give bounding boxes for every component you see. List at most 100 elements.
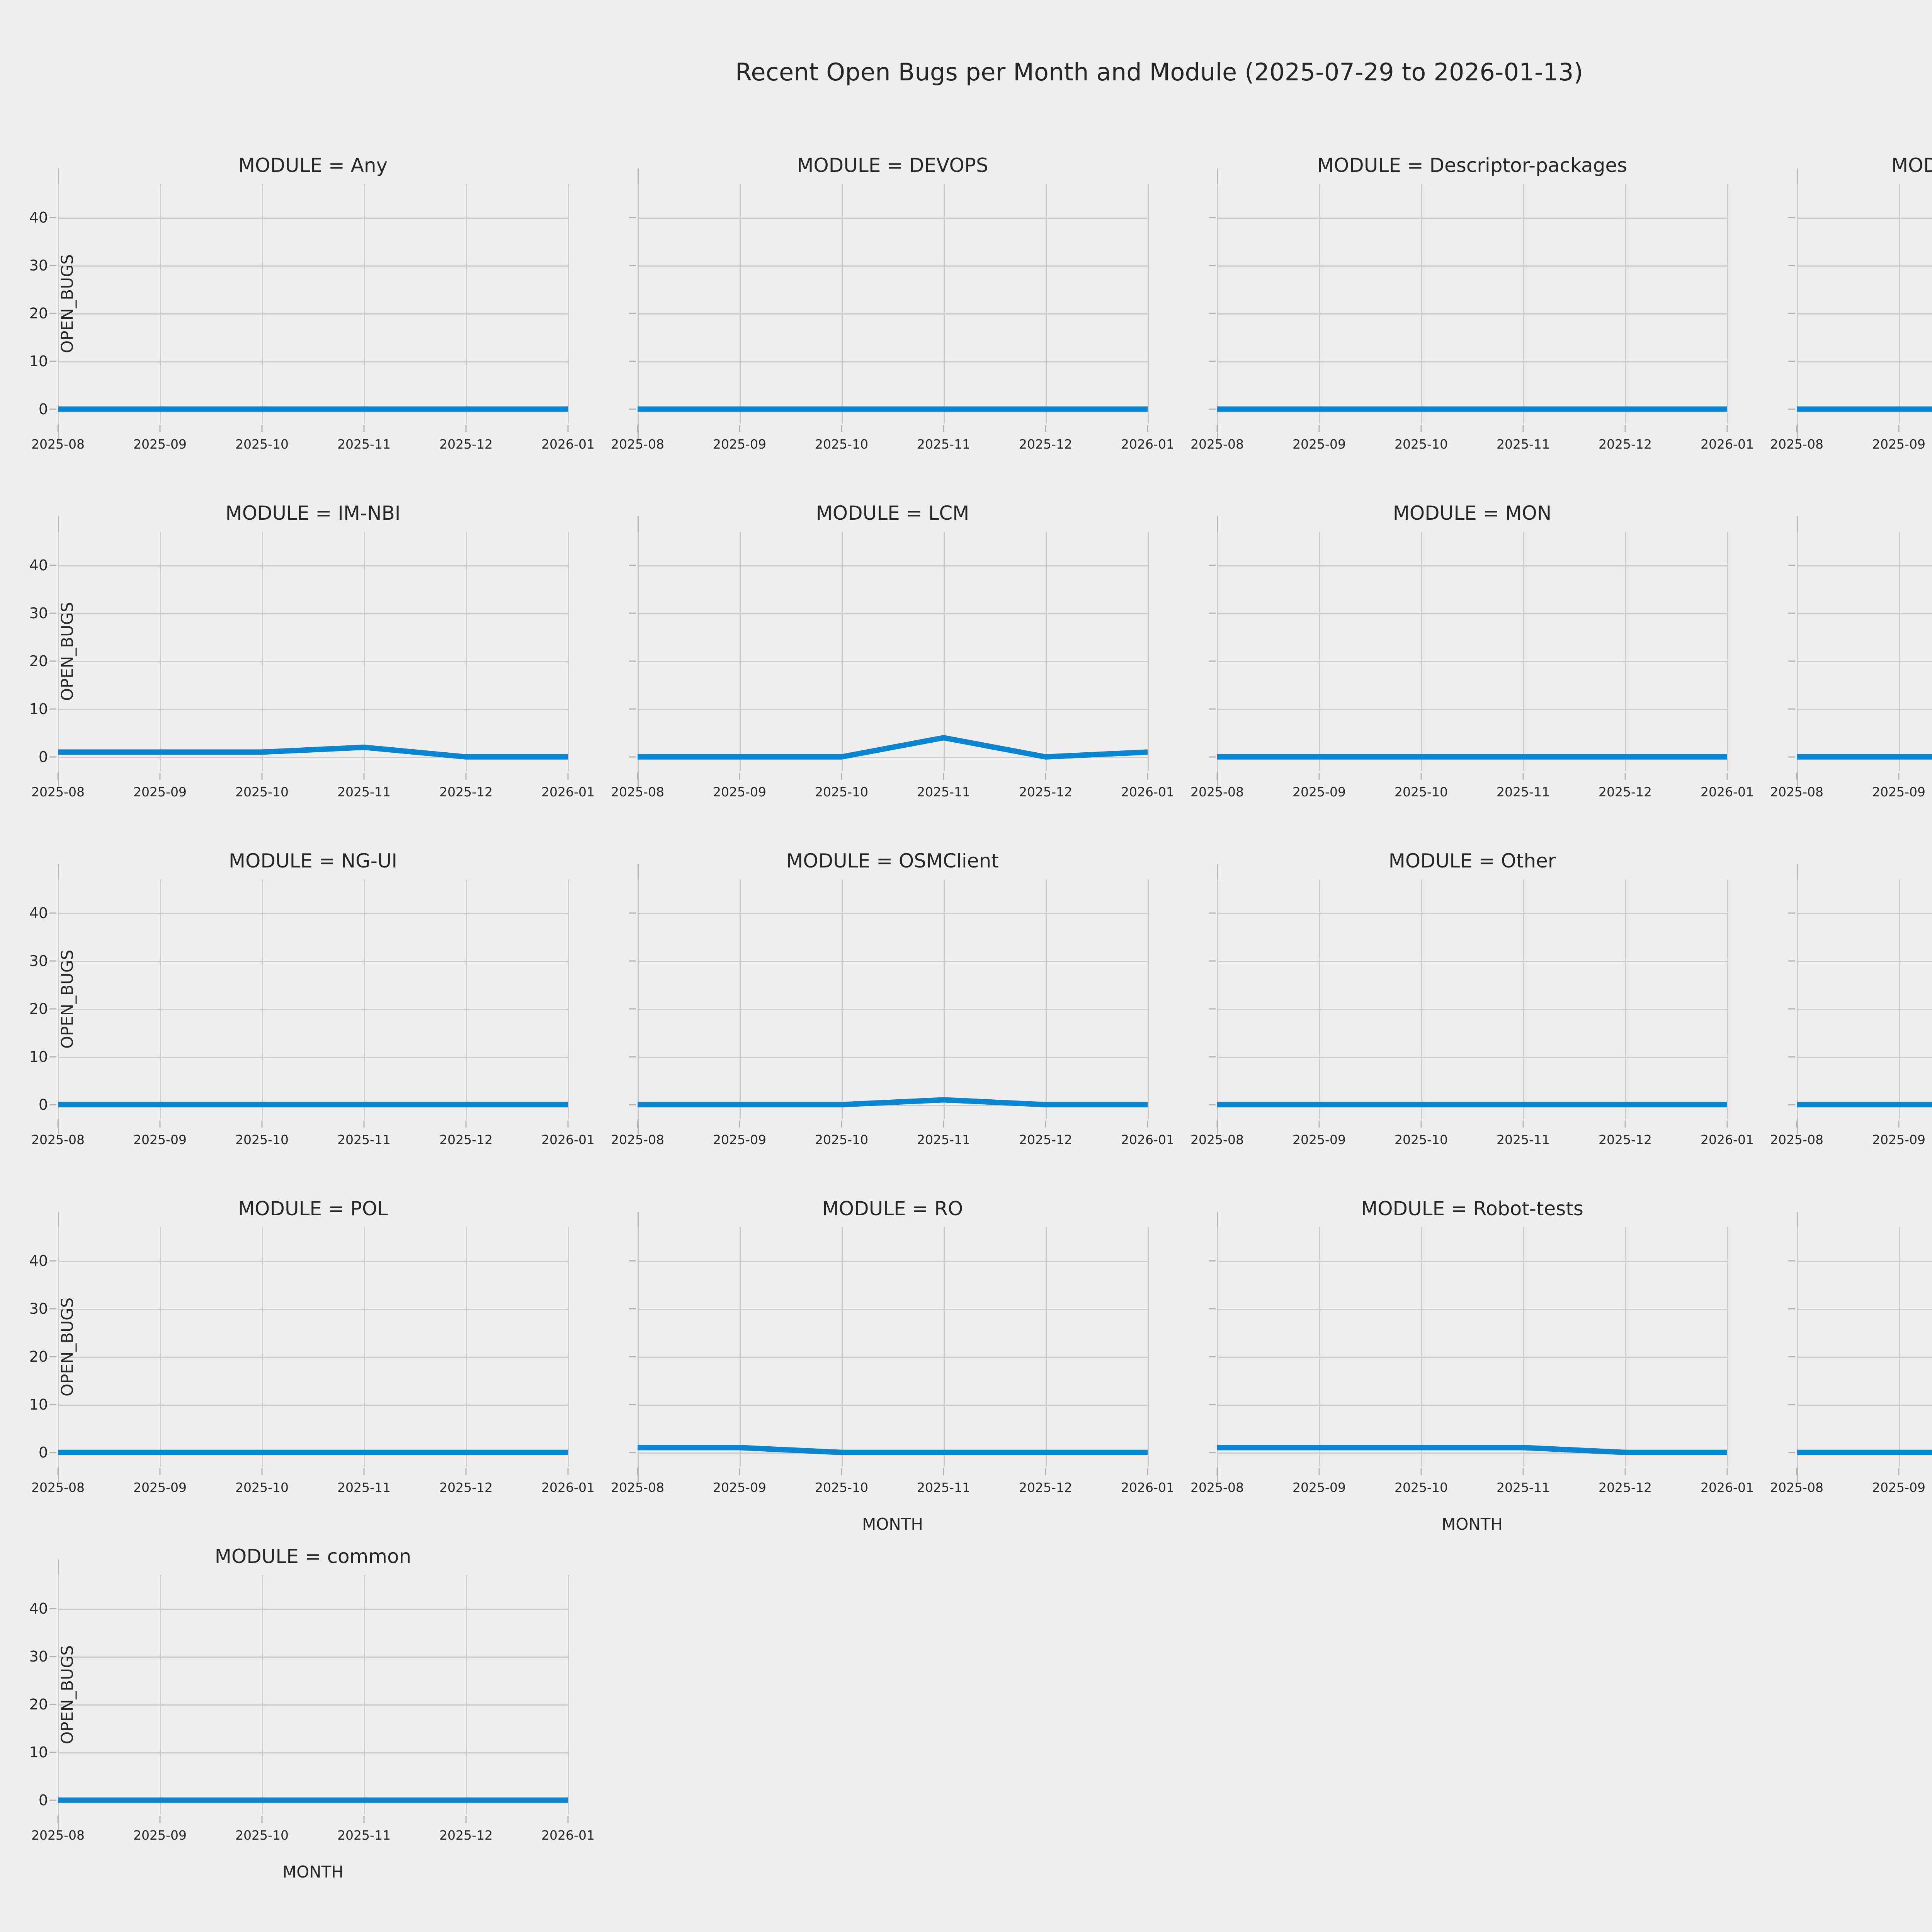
x-tick-mark (1420, 1468, 1422, 1475)
subplot-common: MODULE = common 0 10 20 30 40 2025-08 2025-09 20… (0, 1538, 595, 1886)
gridline-vertical (1217, 184, 1218, 423)
x-tick-mark (637, 425, 638, 432)
y-tick-mark (1209, 1056, 1216, 1058)
y-tick-mark (49, 708, 56, 710)
gridline-vertical (58, 184, 59, 423)
gridline-horizontal (58, 265, 568, 267)
gridline-vertical (1217, 532, 1218, 771)
x-tick-label: 2025-08 (1190, 1132, 1244, 1147)
x-tick-mark (1318, 425, 1320, 432)
gridline-vertical (740, 184, 741, 423)
x-tick-label: 2026-01 (1701, 437, 1754, 452)
gridline-horizontal (1797, 1404, 1932, 1406)
gridline-vertical (58, 1575, 59, 1815)
y-axis-label: OPEN_BUGS (58, 1297, 77, 1397)
x-tick-mark (841, 773, 842, 780)
x-tick-label: 2025-11 (917, 437, 970, 452)
x-tick-label: 2025-08 (611, 1132, 664, 1147)
x-tick-label: 2026-01 (1121, 1132, 1174, 1147)
gridline-horizontal (1797, 961, 1932, 962)
x-tick-mark (943, 1121, 944, 1128)
data-polyline (638, 1097, 1148, 1107)
x-tick-mark (841, 425, 842, 432)
series-line-descriptor-packages (1217, 406, 1727, 412)
gridline-vertical (466, 879, 467, 1119)
gridline-vertical (1899, 184, 1900, 423)
plot-area-lcm: 2025-08 2025-09 2025-10 2025-11 2025-12 2026-… (611, 516, 1174, 799)
x-tick-label: 2025-10 (1395, 1480, 1448, 1495)
gridline-horizontal (638, 961, 1148, 962)
y-tick-mark (629, 1260, 636, 1262)
x-tick-label: 2025-11 (1497, 1480, 1550, 1495)
y-tick-label: 0 (38, 1791, 48, 1809)
x-tick-mark (1318, 1121, 1320, 1128)
y-tick-mark (629, 1008, 636, 1010)
subplot-row: MODULE = NG-UI 0 10 20 30 40 2025-08 2025-09 202… (0, 842, 1932, 1190)
x-tick-mark (739, 1121, 740, 1128)
gridline-vertical (1727, 879, 1728, 1119)
y-tick-mark (1209, 313, 1216, 314)
axes-wrapper-pla: 2025-082025-092025-102025-112025-122026-… (1739, 864, 1932, 1147)
series-line-other (1217, 1102, 1727, 1107)
y-tick-mark (49, 408, 56, 410)
x-tick-mark (261, 1468, 263, 1475)
gridline-vertical (262, 1575, 263, 1815)
x-tick-mark (1147, 425, 1148, 432)
x-tick-mark (1796, 773, 1798, 780)
gridline-vertical (740, 1227, 741, 1467)
x-tick-mark (465, 1121, 467, 1128)
x-tick-label: 2025-11 (1497, 437, 1550, 452)
gridline-vertical (160, 184, 161, 423)
subplot-title-pla: MODULE = PLA (1739, 842, 1932, 879)
gridline-horizontal (638, 913, 1148, 914)
y-tick-label: 20 (29, 1000, 48, 1017)
gridline-horizontal (638, 265, 1148, 267)
subplot-im-nbi: MODULE = IM-NBI 0 10 20 30 40 2025-08 2025-09 20… (0, 495, 595, 842)
gridline-horizontal (1217, 217, 1727, 219)
gridline-vertical (262, 1227, 263, 1467)
gridline-vertical (1899, 1227, 1900, 1467)
y-tick-label: 40 (29, 1252, 48, 1269)
x-tick-label: 2025-10 (235, 1132, 289, 1147)
tick-label-space (1159, 771, 1739, 800)
x-tick-label: 2025-10 (1395, 437, 1448, 452)
x-tick-mark (1420, 773, 1422, 780)
series-line-robot-tests (1217, 1445, 1727, 1455)
gridline-vertical (944, 532, 945, 771)
x-tick-mark (261, 1121, 263, 1128)
gridline-vertical (638, 184, 639, 423)
x-tick-label: 2026-01 (1121, 784, 1174, 799)
x-tick-label: 2025-09 (133, 1132, 187, 1147)
axes-wrapper-robot-tests: 2025-08 2025-09 2025-10 2025-11 2025-12 2026-… (1159, 1212, 1754, 1495)
y-tick-label: 30 (29, 257, 48, 274)
x-tick-mark (1420, 425, 1422, 432)
gridline-horizontal (1797, 1260, 1932, 1262)
gridline-vertical (842, 879, 843, 1119)
subplot-osmclient: MODULE = OSMClient 2025-08 2025-09 2025-10 2… (580, 842, 1174, 1190)
x-tick-label: 2025-08 (1190, 784, 1244, 799)
y-tick-mark (1788, 708, 1795, 710)
gridline-horizontal (58, 1752, 568, 1753)
gridline-horizontal (58, 913, 568, 914)
subplot-title-unknown: MODULE = Unknown (1739, 1190, 1932, 1227)
y-tick-label: 40 (29, 1600, 48, 1617)
gridline-horizontal (638, 1104, 1148, 1106)
gridline-vertical (1797, 184, 1798, 423)
x-tick-label: 2025-12 (439, 1828, 493, 1843)
y-tick-mark (49, 660, 56, 662)
data-polyline (58, 744, 568, 760)
x-tick-label: 2025-12 (1019, 1480, 1072, 1495)
gridline-vertical (842, 532, 843, 771)
y-tick-label: 10 (29, 1396, 48, 1413)
y-tick-mark (49, 313, 56, 314)
gridline-horizontal (58, 709, 568, 710)
x-tick-mark (1624, 773, 1626, 780)
gridline-horizontal (1217, 709, 1727, 710)
gridline-vertical (1625, 1227, 1626, 1467)
y-tick-mark (1209, 1008, 1216, 1010)
gridline-vertical (740, 879, 741, 1119)
gridline-horizontal (1217, 1260, 1727, 1262)
x-tick-label: 2025-12 (1599, 437, 1652, 452)
gridline-horizontal (1797, 217, 1932, 219)
gridline-horizontal (1797, 1009, 1932, 1010)
